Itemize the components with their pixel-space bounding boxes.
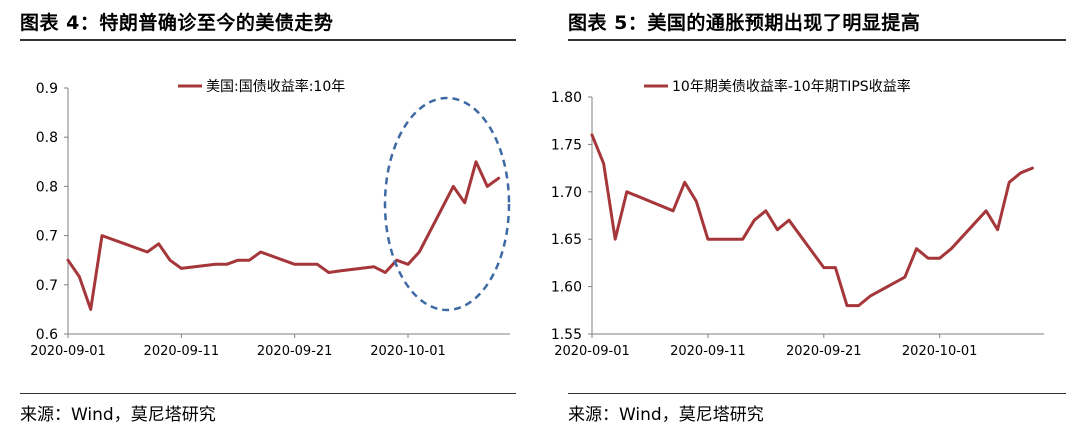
y-tick-label: 0.6 [36,327,58,343]
x-tick-label: 2020-09-21 [257,344,333,359]
x-tick-label: 2020-09-01 [30,344,106,359]
figure-4-title: 图表 4：特朗普确诊至今的美债走势 [20,12,334,34]
figure-5-source: 来源：Wind，莫尼塔研究 [568,405,764,425]
figure-5-bottom-rule [568,393,1066,394]
figure-5-title: 图表 5：美国的通胀预期出现了明显提高 [568,12,921,34]
legend-label: 10年期美债收益率-10年期TIPS收益率 [672,78,911,95]
y-tick-label: 1.80 [551,90,582,106]
y-tick-label: 1.70 [551,185,582,201]
figure-4-bottom-rule [20,393,516,394]
x-tick-label: 2020-09-11 [670,344,746,359]
y-tick-label: 1.55 [551,327,582,343]
x-tick-label: 2020-09-21 [786,344,862,359]
series-line [590,133,1034,308]
y-tick-label: 0.9 [36,81,58,97]
x-tick-label: 2020-10-01 [370,344,446,359]
figure-5-top-rule [568,39,1066,41]
y-tick-label: 1.75 [551,137,582,153]
figure-5-panel: 图表 5：美国的通胀预期出现了明显提高 1.80 1.75 1.70 1.65 1.60… [548,0,1080,431]
y-tick-label: 0.8 [36,179,58,195]
figure-4-panel: 图表 4：特朗普确诊至今的美债走势 0.9 0.8 0.8 0.7 0.7 0.6 2020… [0,0,530,431]
series-line [66,160,501,311]
highlight-ellipse [383,96,511,312]
figure-4-source: 来源：Wind，莫尼塔研究 [20,405,216,425]
y-tick-label: 0.8 [36,130,58,146]
x-tick-label: 2020-09-11 [144,344,220,359]
y-tick-label: 0.7 [36,229,58,245]
y-tick-label: 0.7 [36,278,58,294]
y-tick-label: 1.60 [551,280,582,296]
figure-4-top-rule [20,39,516,41]
x-tick-label: 2020-10-01 [902,344,978,359]
x-tick-label: 2020-09-01 [554,344,630,359]
y-tick-label: 1.65 [551,232,582,248]
legend-label: 美国:国债收益率:10年 [206,78,345,95]
